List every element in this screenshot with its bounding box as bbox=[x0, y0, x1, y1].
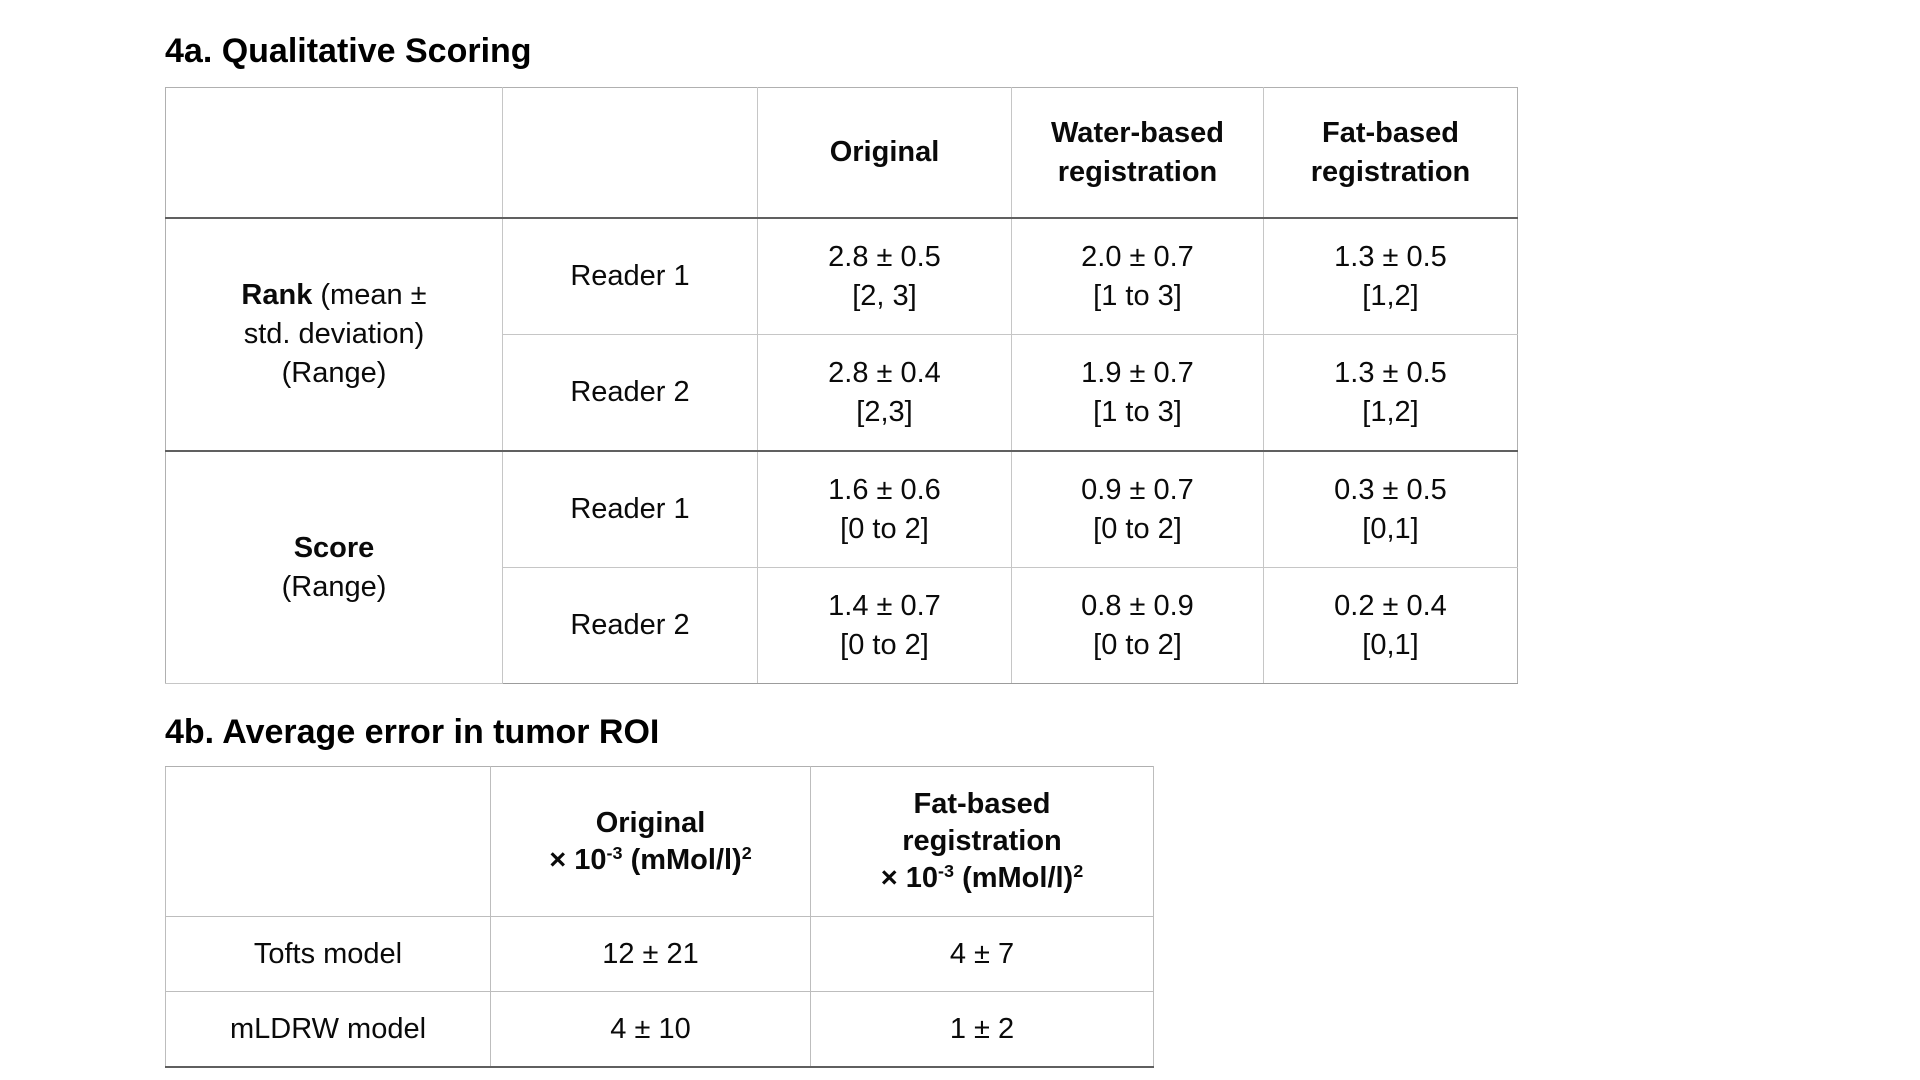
unit-exponent-2: 2 bbox=[741, 842, 752, 863]
cell-score-r2-water: 0.8 ± 0.9 [0 to 2] bbox=[1011, 567, 1264, 684]
unit-prefix: × 10 bbox=[549, 843, 607, 876]
header-original-unit: × 10-3 (mMol/l)2 bbox=[499, 842, 802, 879]
table-row-rank-reader2: Reader 2 2.8 ± 0.4 [2,3] 1.9 ± 0.7 [1 to 3… bbox=[166, 334, 1518, 452]
row-group-label-rank: Rank (mean ± std. deviation) (Range) bbox=[165, 217, 503, 452]
table-4a-header-original: Original bbox=[757, 87, 1012, 219]
cell-range: [0 to 2] bbox=[1093, 512, 1182, 545]
model-label: mLDRW model bbox=[165, 991, 491, 1068]
table-row-tofts: Tofts model 12 ± 21 4 ± 7 bbox=[165, 916, 1154, 992]
cell-range: [0,1] bbox=[1362, 512, 1419, 545]
table-4b-header-row: Original × 10-3 (mMol/l)2 Fat-based regi… bbox=[165, 766, 1154, 917]
cell-range: [1,2] bbox=[1362, 395, 1419, 428]
cell-range: [0 to 2] bbox=[840, 628, 929, 661]
cell-score-r2-fat: 0.2 ± 0.4 [0,1] bbox=[1263, 567, 1518, 684]
cell-score-r1-fat: 0.3 ± 0.5 [0,1] bbox=[1263, 450, 1518, 568]
rank-label-rest: (mean ± std. deviation) (Range) bbox=[243, 279, 427, 389]
table-row-rank-reader1: Rank (mean ± std. deviation) (Range) Rea… bbox=[165, 217, 1518, 452]
cell-range: [0 to 2] bbox=[1093, 628, 1182, 661]
cell-value: 2.8 ± 0.4 bbox=[828, 356, 941, 389]
rank-label-bold: Rank bbox=[241, 279, 313, 311]
table-row-mldrw: mLDRW model 4 ± 10 1 ± 2 bbox=[165, 991, 1154, 1068]
cell-range: [2,3] bbox=[856, 395, 913, 428]
table-4a-header-water-based: Water-based registration bbox=[1011, 87, 1264, 219]
cell-rank-r1-original: 2.8 ± 0.5 [2, 3] bbox=[757, 217, 1012, 335]
cell-value: 1.6 ± 0.6 bbox=[828, 473, 941, 506]
cell-value: 2.8 ± 0.5 bbox=[828, 240, 941, 273]
cell-rank-r2-fat: 1.3 ± 0.5 [1,2] bbox=[1263, 334, 1518, 452]
unit-mid: (mMol/l) bbox=[954, 862, 1074, 894]
cell-mldrw-original: 4 ± 10 bbox=[490, 991, 811, 1068]
cell-value: 0.3 ± 0.5 bbox=[1334, 473, 1447, 506]
cell-score-r1-original: 1.6 ± 0.6 [0 to 2] bbox=[757, 450, 1012, 568]
cell-range: [1 to 3] bbox=[1093, 279, 1182, 312]
reader-cell: Reader 2 bbox=[502, 334, 758, 452]
table-4b-header-empty bbox=[165, 766, 491, 917]
table-4a-title: 4a. Qualitative Scoring bbox=[165, 32, 532, 70]
cell-score-r1-water: 0.9 ± 0.7 [0 to 2] bbox=[1011, 450, 1264, 568]
cell-rank-r1-water: 2.0 ± 0.7 [1 to 3] bbox=[1011, 217, 1264, 335]
cell-range: [0,1] bbox=[1362, 628, 1419, 661]
table-4b-title: 4b. Average error in tumor ROI bbox=[165, 713, 660, 751]
table-row-score-reader1: Score (Range) Reader 1 1.6 ± 0.6 [0 to 2]… bbox=[165, 450, 1518, 684]
unit-exponent-2: 2 bbox=[1073, 861, 1084, 882]
header-fat-name: Fat-based registration bbox=[902, 788, 1062, 857]
cell-mldrw-fat: 1 ± 2 bbox=[810, 991, 1154, 1068]
cell-range: [1,2] bbox=[1362, 279, 1419, 312]
cell-value: 0.2 ± 0.4 bbox=[1334, 589, 1447, 622]
table-4b-header-original: Original × 10-3 (mMol/l)2 bbox=[490, 766, 811, 917]
cell-rank-r2-original: 2.8 ± 0.4 [2,3] bbox=[757, 334, 1012, 452]
cell-rank-r1-fat: 1.3 ± 0.5 [1,2] bbox=[1263, 217, 1518, 335]
cell-range: [0 to 2] bbox=[840, 512, 929, 545]
qualitative-scoring-table: Original Water-based registration Fat-ba… bbox=[165, 87, 1518, 684]
average-error-table: Original × 10-3 (mMol/l)2 Fat-based regi… bbox=[165, 766, 1154, 1068]
unit-exponent: -3 bbox=[938, 861, 955, 882]
header-original-name: Original bbox=[595, 806, 706, 839]
cell-range: [2, 3] bbox=[852, 279, 917, 312]
cell-value: 2.0 ± 0.7 bbox=[1081, 240, 1194, 273]
table-4a-header-row: Original Water-based registration Fat-ba… bbox=[165, 87, 1518, 219]
unit-exponent: -3 bbox=[606, 842, 623, 863]
cell-value: 0.9 ± 0.7 bbox=[1081, 473, 1194, 506]
header-fat-unit: × 10-3 (mMol/l)2 bbox=[819, 860, 1145, 897]
table-4a-header-fat-based: Fat-based registration bbox=[1263, 87, 1518, 219]
cell-value: 1.3 ± 0.5 bbox=[1334, 240, 1447, 273]
score-label-rest: (Range) bbox=[281, 570, 387, 603]
table-4b-header-fat-based: Fat-based registration × 10-3 (mMol/l)2 bbox=[810, 766, 1154, 917]
cell-value: 1.9 ± 0.7 bbox=[1081, 356, 1194, 389]
reader-cell: Reader 1 bbox=[502, 217, 758, 335]
cell-value: 0.8 ± 0.9 bbox=[1081, 589, 1194, 622]
cell-value: 1.3 ± 0.5 bbox=[1334, 356, 1447, 389]
cell-rank-r2-water: 1.9 ± 0.7 [1 to 3] bbox=[1011, 334, 1264, 452]
model-label: Tofts model bbox=[165, 916, 491, 992]
reader-cell: Reader 1 bbox=[502, 450, 758, 568]
cell-value: 1.4 ± 0.7 bbox=[828, 589, 941, 622]
cell-range: [1 to 3] bbox=[1093, 395, 1182, 428]
unit-mid: (mMol/l) bbox=[622, 843, 742, 876]
table-row-score-reader2: Reader 2 1.4 ± 0.7 [0 to 2] 0.8 ± 0.9 [0 t… bbox=[166, 567, 1518, 684]
reader-cell: Reader 2 bbox=[502, 567, 758, 684]
table-4a-header-empty-1 bbox=[165, 87, 503, 219]
unit-prefix: × 10 bbox=[880, 862, 939, 894]
score-label-bold: Score bbox=[293, 531, 375, 564]
cell-score-r2-original: 1.4 ± 0.7 [0 to 2] bbox=[757, 567, 1012, 684]
table-4a-header-empty-2 bbox=[502, 87, 758, 219]
row-group-label-score: Score (Range) bbox=[165, 450, 503, 684]
cell-tofts-fat: 4 ± 7 bbox=[810, 916, 1154, 992]
cell-tofts-original: 12 ± 21 bbox=[490, 916, 811, 992]
